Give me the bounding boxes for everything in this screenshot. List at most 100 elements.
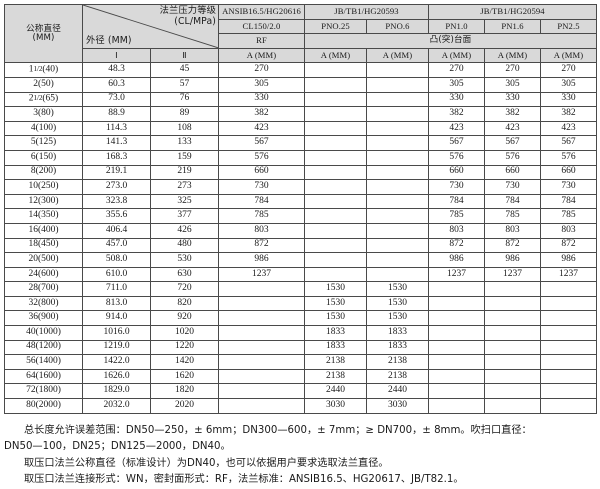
cell-pn025 xyxy=(304,179,367,195)
cell-pn025: 2440 xyxy=(304,383,367,400)
cell-od-2: 45 xyxy=(150,62,219,78)
cell-pn06 xyxy=(366,222,429,239)
cell-od-2: 377 xyxy=(150,208,219,224)
cell-od-2: 89 xyxy=(150,106,219,122)
cell-od-1: 355.6 xyxy=(82,208,151,224)
cell-cl150: 305 xyxy=(218,76,305,93)
cell-cl150 xyxy=(218,368,305,385)
cell-od-2: 57 xyxy=(150,76,219,93)
cell-od-2: 1020 xyxy=(150,325,219,341)
cell-pn06: 1530 xyxy=(366,281,429,297)
cell-pn025 xyxy=(304,237,367,254)
cell-od-2: 2020 xyxy=(150,398,219,414)
cell-nominal-diameter: 4(100) xyxy=(4,120,83,137)
cell-pn16 xyxy=(484,310,541,327)
header-face-rf: RF xyxy=(218,33,305,49)
cell-pn06 xyxy=(366,135,429,151)
cell-pn25: 785 xyxy=(540,208,597,224)
cell-nominal-diameter: 36(900) xyxy=(4,310,83,327)
cell-od-2: 426 xyxy=(150,222,219,239)
header-row-units: Ⅰ Ⅱ A (MM) A (MM) A (MM) A (MM) A (MM) A… xyxy=(5,47,597,64)
table-row: 72(1800) 1829.0 1820 2440 2440 xyxy=(4,383,597,400)
nominal-diameter-label: 公称直径 xyxy=(26,23,61,34)
cell-od-2: 108 xyxy=(150,120,219,137)
table-row: 5(125) 141.3 133 567 567 567 567 xyxy=(4,135,597,151)
table-row: 36(900) 914.0 920 1530 1530 xyxy=(4,310,597,327)
cell-cl150: 567 xyxy=(218,135,305,151)
cell-pn16: 305 xyxy=(484,76,541,93)
cell-pn06: 3030 xyxy=(366,398,429,414)
header-unit-pn25: A (MM) xyxy=(540,47,597,64)
cell-nominal-diameter: 56(1400) xyxy=(4,354,83,370)
table-row: 48(1200) 1219.0 1220 1833 1833 xyxy=(4,339,597,356)
header-standard-hg20594: JB/TB1/HG20594 xyxy=(428,4,597,20)
table-row: 18(450) 457.0 480 872 872 872 872 xyxy=(4,237,597,254)
cell-pn25 xyxy=(540,295,597,312)
pressure-class-label: 法兰压力等级 xyxy=(159,5,216,16)
cell-pn025: 2138 xyxy=(304,368,367,385)
cell-pn06 xyxy=(366,252,429,268)
cell-cl150: 803 xyxy=(218,222,305,239)
cell-pn10: 785 xyxy=(428,208,485,224)
cell-nominal-diameter: 12(300) xyxy=(4,193,83,210)
header-nominal-diameter: 公称直径 (MM) xyxy=(4,3,83,64)
table-row: 11/2(40) 48.3 45 270 270 270 270 xyxy=(4,62,597,78)
cell-pn06: 2440 xyxy=(366,383,429,400)
header-standard-ansi: ANSIB16.5/HG20616 xyxy=(218,4,305,20)
header-unit-pn10: A (MM) xyxy=(428,47,485,64)
cell-pn25 xyxy=(540,368,597,385)
flange-spec-table: 公称直径 (MM) 法兰压力等级 (CL/MPa) 外径 (MM) ANSIB1… xyxy=(4,3,597,414)
cell-pn06 xyxy=(366,149,429,166)
cell-pn16 xyxy=(484,339,541,356)
cell-nominal-diameter: 2(50) xyxy=(4,76,83,93)
cell-pn06: 1833 xyxy=(366,325,429,341)
cell-pn25: 330 xyxy=(540,91,597,108)
cell-nominal-diameter: 24(600) xyxy=(4,266,83,283)
header-rating-pn25: PN2.5 xyxy=(540,18,597,35)
cell-od-2: 1220 xyxy=(150,339,219,356)
cell-pn25: 872 xyxy=(540,237,597,254)
cell-pn06: 1530 xyxy=(366,295,429,312)
cell-pn025 xyxy=(304,193,367,210)
cell-od-2: 630 xyxy=(150,266,219,283)
cell-od-1: 1422.0 xyxy=(82,354,151,370)
header-od-roman-1: Ⅰ xyxy=(82,47,151,64)
table-row: 56(1400) 1422.0 1420 2138 2138 xyxy=(4,354,597,370)
cell-od-2: 1620 xyxy=(150,368,219,385)
cell-od-1: 914.0 xyxy=(82,310,151,327)
cell-pn10: 423 xyxy=(428,120,485,137)
cell-pn25 xyxy=(540,383,597,400)
cell-nominal-diameter: 16(400) xyxy=(4,222,83,239)
table-row: 24(600) 610.0 630 1237 1237 1237 1237 xyxy=(4,266,597,283)
cell-cl150 xyxy=(218,295,305,312)
table-row: 40(1000) 1016.0 1020 1833 1833 xyxy=(4,325,597,341)
cell-pn10 xyxy=(428,398,485,414)
cell-nominal-diameter: 14(350) xyxy=(4,208,83,224)
cell-cl150: 330 xyxy=(218,91,305,108)
cell-pn25: 986 xyxy=(540,252,597,268)
cell-od-2: 325 xyxy=(150,193,219,210)
cell-pn025: 3030 xyxy=(304,398,367,414)
cell-pn06 xyxy=(366,76,429,93)
cell-cl150: 730 xyxy=(218,179,305,195)
cell-pn06 xyxy=(366,106,429,122)
cell-pn25 xyxy=(540,339,597,356)
cell-pn10 xyxy=(428,310,485,327)
cell-pn025 xyxy=(304,252,367,268)
nominal-diameter-unit: (MM) xyxy=(32,32,55,43)
cell-pn10: 382 xyxy=(428,106,485,122)
header-unit-cl150: A (MM) xyxy=(218,47,305,64)
diagonal-divider-icon xyxy=(83,5,218,48)
cell-pn16: 1237 xyxy=(484,266,541,283)
cell-nominal-diameter: 3(80) xyxy=(4,106,83,122)
cell-pn025: 2138 xyxy=(304,354,367,370)
cell-pn25: 567 xyxy=(540,135,597,151)
cell-pn10: 986 xyxy=(428,252,485,268)
cell-od-2: 920 xyxy=(150,310,219,327)
cell-pn10: 576 xyxy=(428,149,485,166)
cell-pn025 xyxy=(304,266,367,283)
cell-od-2: 273 xyxy=(150,179,219,195)
cell-pn25: 305 xyxy=(540,76,597,93)
cell-od-1: 2032.0 xyxy=(82,398,151,414)
cell-pn16: 423 xyxy=(484,120,541,137)
